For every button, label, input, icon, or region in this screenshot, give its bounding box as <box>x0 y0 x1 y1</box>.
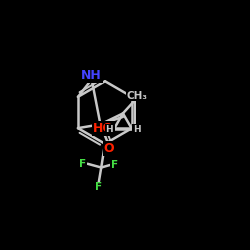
Text: H: H <box>133 124 140 134</box>
Text: F: F <box>80 159 86 169</box>
Text: H: H <box>106 124 113 134</box>
Text: O: O <box>104 142 115 155</box>
Text: F: F <box>95 182 102 192</box>
Text: F: F <box>111 160 118 170</box>
Text: HO: HO <box>93 122 114 135</box>
Text: NH: NH <box>81 69 102 82</box>
Text: CH₃: CH₃ <box>126 91 147 101</box>
